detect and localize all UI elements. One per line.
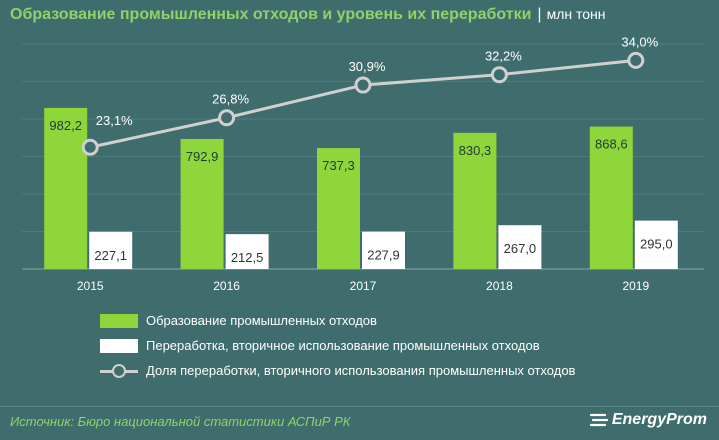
- label-recycling-2018: 267,0: [504, 241, 537, 256]
- legend-item-waste: Образование промышленных отходов: [100, 308, 575, 333]
- label-share-2016: 26,8%: [212, 92, 249, 107]
- brand-logo: EnergyProm: [589, 411, 707, 429]
- energyprom-logo-icon: [589, 413, 608, 427]
- footer: Источник: Бюро национальной статистики А…: [0, 406, 719, 440]
- title-main: Образование промышленных отходов и урове…: [10, 6, 532, 23]
- bar-waste-2015: [44, 107, 88, 270]
- label-waste-2018: 830,3: [459, 143, 492, 158]
- marker-share-2019: [627, 51, 645, 69]
- label-recycling-2016: 212,5: [231, 250, 264, 265]
- x-tick-2019: 2019: [622, 279, 649, 293]
- bar-waste-2019: [589, 126, 633, 270]
- label-waste-2017: 737,3: [322, 158, 355, 173]
- label-waste-2016: 792,9: [186, 149, 219, 164]
- bar-recycling-2018: [498, 225, 542, 269]
- marker-share-2016: [218, 109, 236, 127]
- legend-label-waste: Образование промышленных отходов: [146, 313, 377, 328]
- x-tick-2018: 2018: [486, 279, 513, 293]
- bar-recycling-2019: [634, 220, 678, 269]
- label-share-2017: 30,9%: [349, 59, 386, 74]
- bar-waste-2018: [453, 132, 497, 269]
- source-note: Источник: Бюро национальной статистики А…: [10, 414, 351, 429]
- marker-share-2018: [490, 66, 508, 84]
- legend-swatch-white: [100, 338, 138, 353]
- legend-item-recycling: Переработка, вторичное использование про…: [100, 333, 575, 358]
- label-waste-2019: 868,6: [595, 137, 628, 152]
- marker-share-2015: [81, 138, 99, 156]
- bar-recycling-2015: [89, 231, 133, 269]
- label-recycling-2019: 295,0: [640, 237, 673, 252]
- legend-label-recycling: Переработка, вторичное использование про…: [146, 338, 540, 353]
- legend-item-share: Доля переработки, вторичного использован…: [100, 358, 575, 383]
- bar-waste-2017: [317, 148, 360, 269]
- x-tick-2015: 2015: [77, 279, 104, 293]
- legend-swatch-line: [100, 363, 138, 378]
- brand-name: EnergyProm: [611, 411, 707, 428]
- legend-swatch-green: [100, 313, 138, 328]
- x-tick-2016: 2016: [213, 279, 240, 293]
- chart-plot: 982,2 227,1 2015 792,9 212,5 2016 737,3 227,9 20…: [22, 34, 704, 293]
- footer-divider: [0, 406, 719, 407]
- legend-label-share: Доля переработки, вторичного использован…: [146, 363, 576, 378]
- bar-recycling-2017: [362, 231, 405, 269]
- chart-title: Образование промышленных отходов и урове…: [10, 6, 605, 24]
- title-separator: |: [537, 6, 542, 23]
- legend: Образование промышленных отходов Перераб…: [100, 308, 575, 383]
- label-recycling-2017: 227,9: [367, 248, 400, 263]
- label-share-2015: 23,1%: [96, 113, 133, 128]
- label-recycling-2015: 227,1: [94, 248, 127, 263]
- bar-recycling-2016: [225, 234, 269, 269]
- label-waste-2015: 982,2: [49, 118, 82, 133]
- marker-share-2017: [354, 76, 372, 94]
- title-unit: млн тонн: [546, 6, 606, 22]
- x-tick-2017: 2017: [350, 279, 377, 293]
- label-share-2019: 34,0%: [621, 34, 658, 49]
- bar-waste-2016: [180, 138, 224, 269]
- label-share-2018: 32,2%: [485, 49, 522, 64]
